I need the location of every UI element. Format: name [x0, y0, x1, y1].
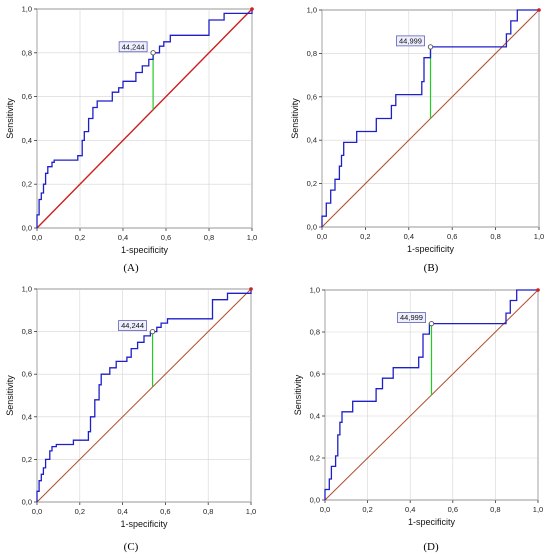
y-tick-label: 0,2 [22, 180, 32, 189]
cutoff-marker-c [149, 328, 156, 335]
cutoff-label-a: 44,244 [122, 42, 145, 51]
cutoff-label-box-b [396, 35, 425, 47]
chart-panel-d: 0,0 0,2 0,4 0,6 0,8 1,0 0,0 0,2 0,4 0,6 0,8 1,0 1-sp… [275, 279, 550, 558]
x-axis-label-d: 1-specificity [408, 517, 456, 527]
roc-curve-a [36, 9, 253, 228]
y-tick-label: 0,4 [307, 136, 317, 145]
panel-caption-a: (A) [123, 262, 139, 274]
curve-end-marker [249, 287, 253, 291]
x-tick-label: 0,4 [405, 505, 415, 514]
y-tick-label: 0,8 [22, 327, 32, 336]
roc-curve-c [36, 289, 252, 502]
x-tick-label: 1,0 [534, 232, 544, 241]
cutoff-label-d: 44,999 [400, 313, 423, 322]
cutoff-label-box-a [118, 41, 148, 53]
x-axis-label-b: 1-specificity [407, 244, 455, 254]
y-tick-label: 0,6 [307, 92, 317, 101]
x-tick-label: 0,0 [320, 505, 330, 514]
y-axis-label-d: Sensitivity [293, 374, 303, 415]
cutoff-marker-a [150, 50, 156, 56]
y-tick-label: 0,6 [310, 370, 320, 379]
curve-end-marker [536, 288, 540, 292]
y-tick-label: 0,8 [310, 328, 320, 337]
chart-panel-c: 0,0 0,2 0,4 0,6 0,8 1,0 0,0 0,2 0,4 0,6 0,8 1,0 1-sp… [0, 279, 275, 558]
y-tick-label: 1,0 [310, 286, 320, 295]
x-tick-label: 0,8 [490, 232, 500, 241]
roc-chart-b: 0,0 0,2 0,4 0,6 0,8 1,0 0,0 0,2 0,4 0,6 0,8 1,0 1-sp… [290, 6, 544, 255]
y-tick-label: 0,6 [22, 92, 32, 101]
curve-end-marker [537, 8, 541, 12]
y-tick-label: 0,2 [307, 179, 317, 188]
cutoff-marker-b [427, 44, 434, 50]
roc-chart-d: 0,0 0,2 0,4 0,6 0,8 1,0 0,0 0,2 0,4 0,6 0,8 1,0 1-sp… [293, 286, 543, 528]
y-tick-label: 1,0 [22, 285, 32, 294]
roc-curve-d [324, 289, 538, 500]
x-tick-label: 0,4 [118, 233, 128, 242]
y-tick-label: 0,8 [307, 49, 317, 58]
y-tick-label: 0,4 [22, 136, 32, 145]
cutoff-label-box-d [397, 312, 426, 323]
x-axis-label-c: 1-specificity [120, 519, 168, 529]
x-tick-label: 0,2 [75, 233, 85, 242]
x-tick-label: 0,8 [490, 505, 500, 514]
x-tick-label: 0,0 [32, 233, 42, 242]
x-tick-label: 0,6 [160, 507, 170, 516]
x-tick-label: 0,2 [360, 232, 370, 241]
y-tick-label: 0,6 [22, 370, 32, 379]
reference-diagonal-c [36, 288, 252, 503]
cutoff-label-b: 44,999 [399, 36, 422, 45]
curve-end-marker [250, 7, 254, 11]
y-tick-label: 0,8 [22, 48, 32, 57]
y-tick-label: 0,0 [22, 498, 32, 507]
x-tick-label: 0,2 [362, 505, 372, 514]
cutoff-label-box-c [118, 320, 147, 331]
x-axis-label-a: 1-specificity [121, 245, 169, 255]
panel-caption-b: (B) [423, 262, 439, 274]
y-tick-label: 0,2 [22, 455, 32, 464]
y-tick-label: 0,2 [310, 454, 320, 463]
cutoff-label-c: 44,244 [121, 321, 144, 330]
x-tick-label: 0,8 [203, 507, 213, 516]
y-axis-label-c: Sensitivity [5, 375, 15, 416]
y-tick-label: 0,0 [310, 496, 320, 505]
y-tick-label: 1,0 [307, 6, 317, 15]
chart-panel-b: 0,0 0,2 0,4 0,6 0,8 1,0 0,0 0,2 0,4 0,6 0,8 1,0 1-sp… [275, 0, 550, 279]
roc-chart-a: 0,0 0,2 0,4 0,6 0,8 1,0 0,0 0,2 0,4 0,6 0,8 1,0 1-sp… [5, 5, 257, 256]
roc-chart-c: 0,0 0,2 0,4 0,6 0,8 1,0 0,0 0,2 0,4 0,6 0,8 1,0 1-sp… [5, 285, 256, 530]
x-tick-label: 0,6 [447, 232, 457, 241]
x-tick-label: 1,0 [246, 507, 256, 516]
y-tick-label: 0,4 [22, 412, 32, 421]
reference-diagonal-a [36, 8, 253, 229]
x-tick-label: 0,0 [32, 507, 42, 516]
x-tick-label: 0,4 [404, 232, 414, 241]
x-tick-label: 0,4 [117, 507, 127, 516]
panel-caption-c: (C) [123, 541, 139, 553]
y-tick-label: 0,4 [310, 412, 320, 421]
x-tick-label: 0,6 [448, 505, 458, 514]
x-tick-label: 0,2 [75, 507, 85, 516]
panel-caption-d: (D) [423, 541, 439, 553]
cutoff-marker-d [428, 320, 435, 327]
x-tick-label: 0,8 [204, 233, 214, 242]
x-tick-label: 0,6 [161, 233, 171, 242]
y-tick-label: 1,0 [22, 5, 32, 14]
x-tick-label: 0,0 [317, 232, 327, 241]
y-tick-label: 0,0 [22, 224, 32, 233]
y-tick-label: 0,0 [307, 223, 317, 232]
y-axis-label-a: Sensitivity [5, 98, 15, 139]
chart-panel-a: 0,0 0,2 0,4 0,6 0,8 1,0 0,0 0,2 0,4 0,6 0,8 1,0 1-sp… [0, 0, 275, 279]
roc-curve-b [321, 9, 539, 227]
x-tick-label: 1,0 [533, 505, 543, 514]
x-tick-label: 1,0 [247, 233, 257, 242]
y-axis-label-b: Sensitivity [290, 98, 300, 139]
